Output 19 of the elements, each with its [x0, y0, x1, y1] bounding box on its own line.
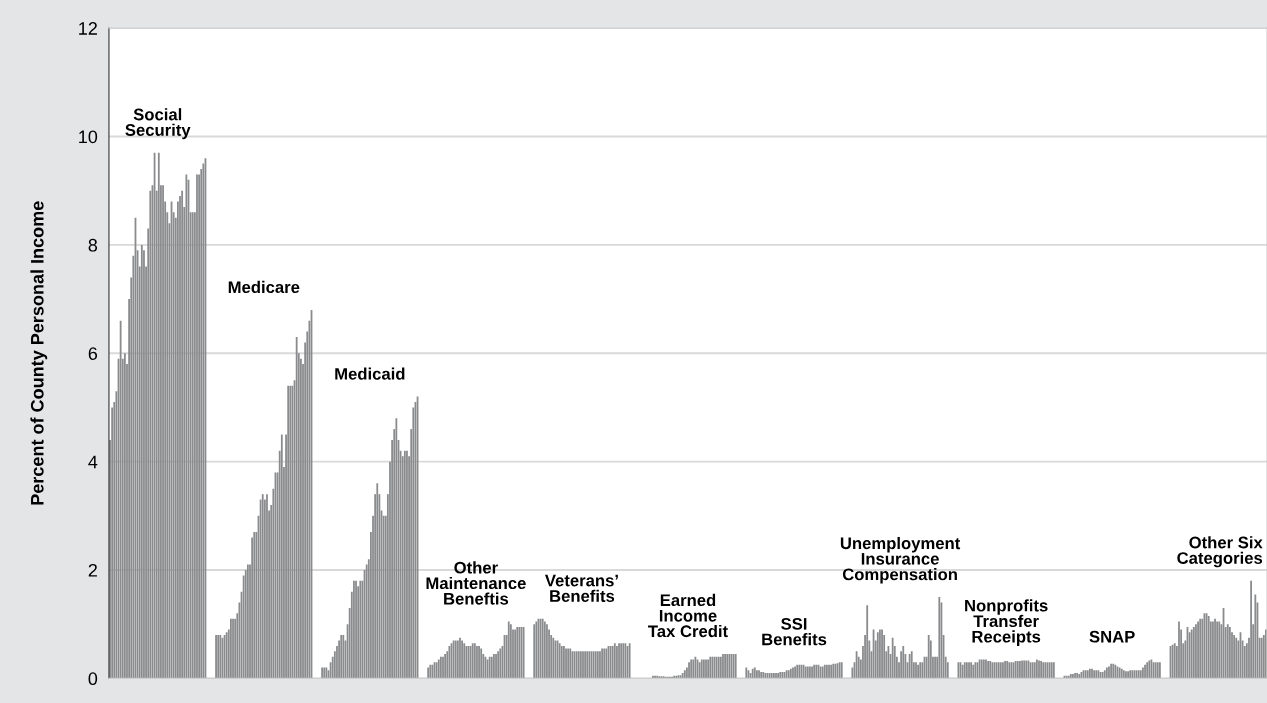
y-tick-label: 12	[79, 22, 97, 35]
y-tick-label: 0	[88, 672, 98, 686]
annotation: SNAP	[1089, 630, 1135, 643]
y-tick-label: 8	[88, 238, 98, 252]
annotation: Medicaid	[335, 367, 405, 380]
annotation: SSI Benefits	[762, 617, 827, 646]
annotation: Other Maintenance Beneftis	[426, 561, 526, 605]
annotation: Veterans’ Benefits	[544, 574, 618, 602]
y-tick-label: 4	[88, 455, 98, 469]
annotation: Unemployment Insurance Compensation	[840, 536, 961, 584]
y-tick-label: 6	[88, 347, 98, 360]
annotation: Other Six Categories	[1177, 536, 1263, 568]
y-tick-label: 2	[88, 563, 97, 577]
annotation: Nonprofits Transfer Receipts	[965, 599, 1048, 646]
y-axis-title: Percent of County Personal Income	[30, 201, 48, 505]
annotation: Medicare	[228, 280, 300, 294]
y-tick-label: 10	[79, 130, 98, 144]
annotation: Social Security	[125, 108, 191, 140]
annotation: Earned Income Tax Credit	[648, 593, 728, 638]
